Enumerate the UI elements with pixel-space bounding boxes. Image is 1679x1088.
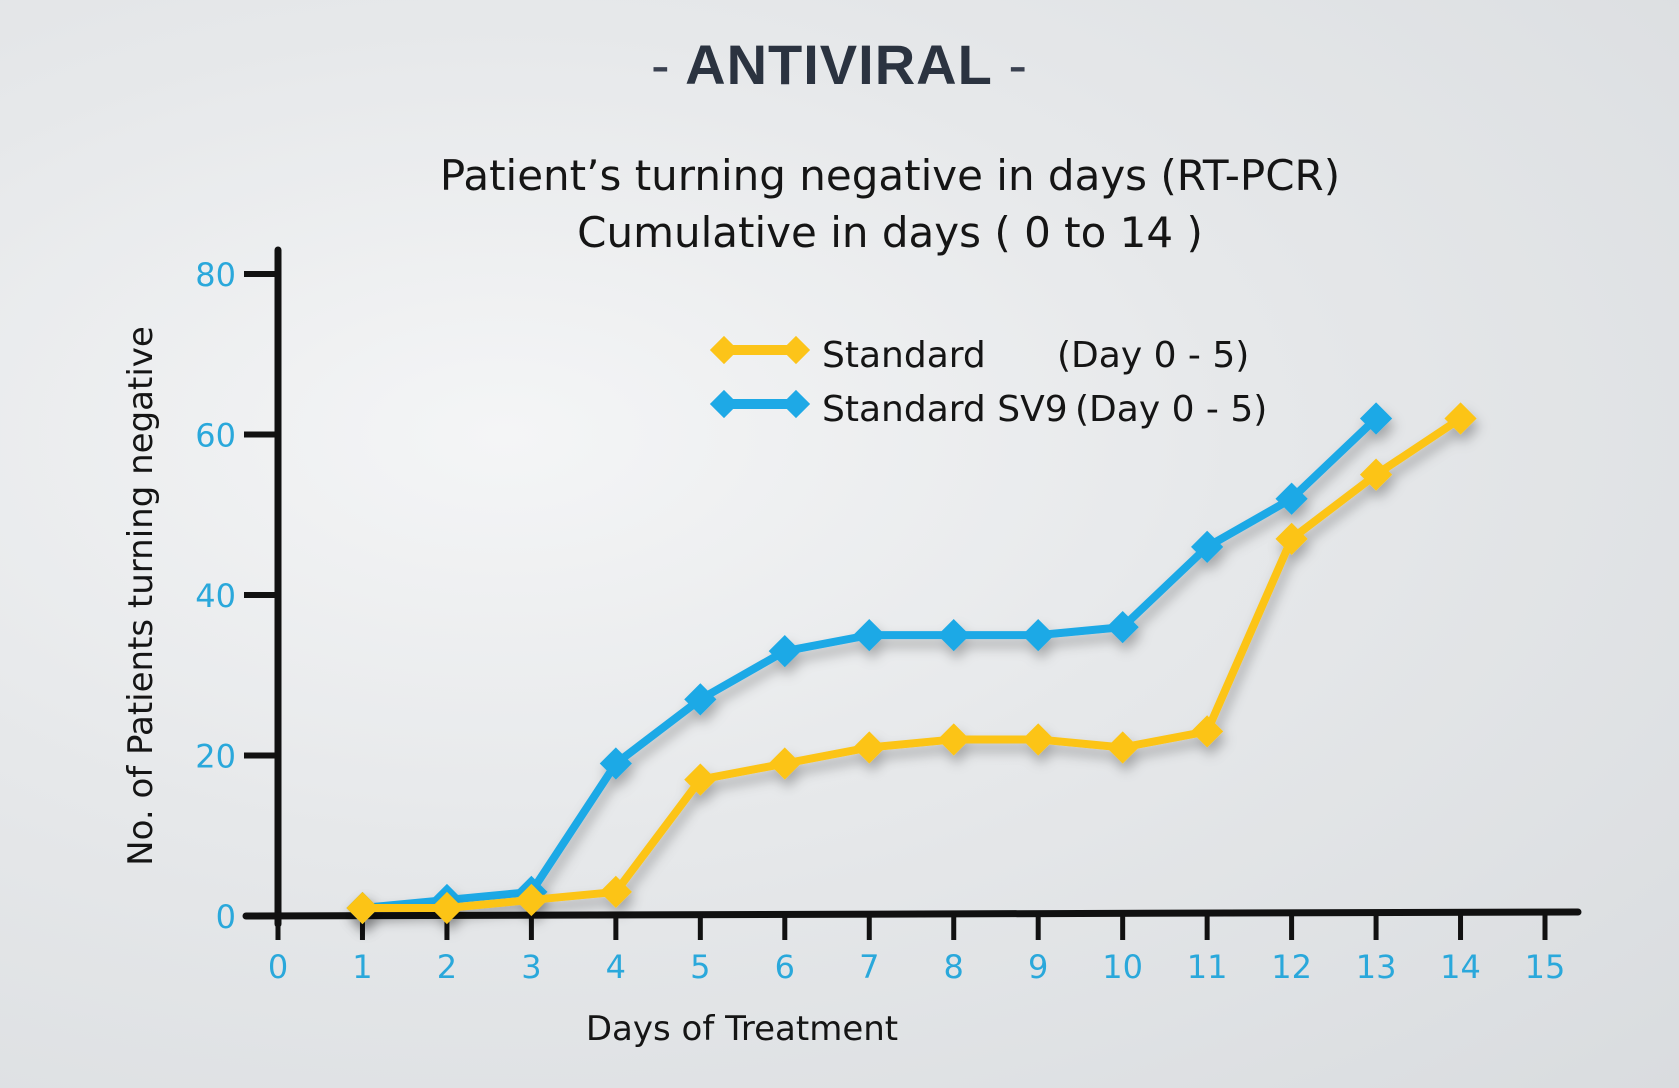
- data-point-standard-sv9: [1275, 482, 1308, 515]
- data-point-standard-sv9: [937, 619, 970, 652]
- y-tick-label: 20: [195, 738, 236, 776]
- series-line-standard-sv9: [358, 414, 1381, 912]
- data-point-standard: [853, 731, 886, 764]
- data-point-standard: [1022, 723, 1055, 756]
- legend-item-standard: Standard (Day 0 - 5): [709, 335, 1249, 376]
- x-tick-label: 15: [1525, 948, 1566, 986]
- x-tick-label: 14: [1440, 948, 1481, 986]
- axes: [242, 246, 1582, 928]
- y-axis-label: No. of Patients turning negative: [121, 326, 161, 866]
- data-point-standard: [768, 747, 801, 780]
- x-tick-label: 8: [944, 948, 964, 986]
- legend-item-standard-sv9: Standard SV9 (Day 0 - 5): [709, 389, 1267, 430]
- x-tick-label: 12: [1271, 948, 1312, 986]
- data-point-standard-sv9: [599, 747, 632, 780]
- headline-dash-right: -: [1008, 33, 1028, 96]
- y-tick-label: 0: [216, 898, 236, 936]
- chart-title-line-1: Patient’s turning negative in days (RT-P…: [440, 151, 1340, 200]
- x-tick-label: 9: [1028, 948, 1048, 986]
- x-tick-label: 6: [775, 948, 795, 986]
- legend-marker-left: [709, 335, 739, 365]
- data-point-standard-sv9: [1359, 402, 1393, 435]
- headline-dash-left: -: [651, 33, 671, 96]
- x-tick-label: 10: [1102, 948, 1143, 986]
- x-tick-label: 13: [1356, 948, 1397, 986]
- legend: Standard (Day 0 - 5) Standard SV9 (Day 0…: [709, 335, 1267, 430]
- data-point-standard: [684, 763, 717, 796]
- page-headline: - ANTIVIRAL -: [0, 32, 1679, 97]
- legend-label-standard: Standard: [822, 335, 986, 376]
- legend-note-standard: (Day 0 - 5): [1057, 335, 1249, 376]
- data-point-standard-sv9: [768, 635, 801, 668]
- x-tick-label: 0: [268, 948, 288, 986]
- series-standard: [346, 402, 1477, 925]
- headline-text: ANTIVIRAL: [685, 33, 992, 96]
- x-axis-ticks: 0 1 2 3 4 5 6 7 8 9 10 11 12 13 14 15: [268, 914, 1566, 986]
- data-point-standard-sv9: [1022, 619, 1055, 652]
- y-tick-label: 40: [195, 577, 236, 615]
- legend-marker-right: [781, 335, 811, 365]
- data-point-standard: [1106, 731, 1139, 764]
- y-axis-ticks: 0 20 40 60 80: [195, 256, 278, 936]
- data-point-standard: [1191, 715, 1224, 748]
- y-tick-label: 60: [195, 417, 236, 455]
- y-tick-label: 80: [195, 256, 236, 294]
- x-tick-label: 5: [690, 948, 710, 986]
- legend-marker-right: [781, 389, 811, 419]
- data-point-standard: [599, 875, 632, 909]
- data-point-standard: [1444, 402, 1477, 435]
- data-point-standard: [1275, 522, 1308, 555]
- legend-swatch-standard-sv9: [709, 389, 811, 419]
- legend-marker-left: [709, 389, 739, 419]
- chart-title-line-2: Cumulative in days ( 0 to 14 ): [577, 208, 1203, 257]
- data-point-standard-sv9: [1191, 530, 1224, 563]
- data-point-standard: [515, 883, 548, 917]
- x-tick-label: 11: [1187, 948, 1228, 986]
- series-layer: [346, 402, 1477, 925]
- legend-note-standard-sv9: (Day 0 - 5): [1075, 389, 1267, 430]
- x-tick-label: 4: [606, 948, 626, 986]
- x-axis-label: Days of Treatment: [586, 1009, 898, 1049]
- x-tick-label: 7: [859, 948, 879, 986]
- data-point-standard: [430, 891, 464, 925]
- data-point-standard: [1359, 458, 1393, 491]
- data-point-standard: [346, 891, 379, 925]
- data-point-standard-sv9: [1106, 610, 1139, 644]
- x-tick-label: 3: [521, 948, 541, 986]
- data-point-standard-sv9: [684, 683, 717, 716]
- x-tick-label: 1: [352, 948, 372, 986]
- legend-label-standard-sv9: Standard SV9: [822, 389, 1068, 430]
- data-point-standard-sv9: [853, 619, 886, 652]
- legend-swatch-standard: [709, 335, 811, 365]
- data-point-standard: [937, 723, 970, 756]
- x-axis-line: [242, 908, 1582, 920]
- x-tick-label: 2: [437, 948, 457, 986]
